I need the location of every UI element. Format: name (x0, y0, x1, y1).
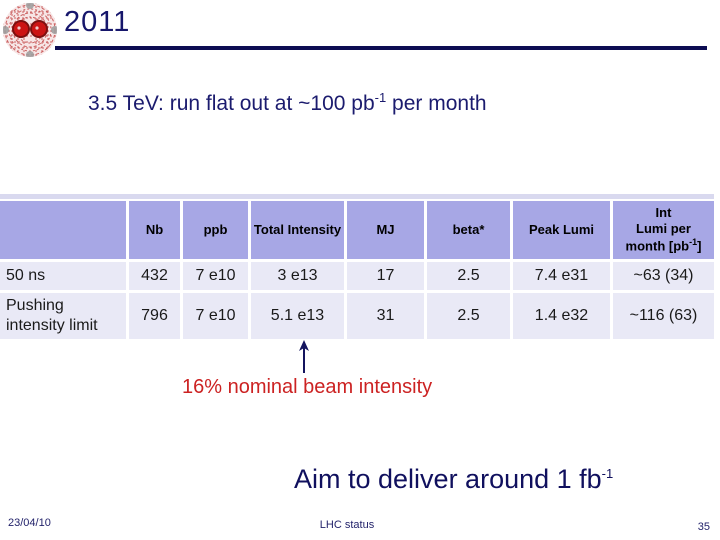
parameters-table: Nb ppb Total Intensity MJ beta* Peak Lum… (0, 194, 714, 339)
table-header-blank (0, 201, 126, 259)
aim-superscript: -1 (601, 466, 614, 481)
table-cell: 796 (129, 293, 180, 339)
row-label-pushing-limit: Pushing intensity limit (0, 293, 126, 339)
table-cell: 7 e10 (183, 262, 248, 290)
subtitle-text: 3.5 TeV: run flat out at ~100 pb (88, 92, 375, 115)
page-title: 2011 (64, 6, 131, 38)
footer-page-number: 35 (697, 521, 710, 533)
up-arrow-icon (299, 340, 309, 373)
table-top-border (0, 194, 714, 199)
table-cell: 5.1 e13 (251, 293, 344, 339)
subtitle-superscript: -1 (374, 90, 387, 105)
footer-date: 23/04/10 (8, 517, 51, 529)
beam-intensity-note: 16% nominal beam intensity (182, 376, 433, 398)
subtitle-text-after: per month (386, 92, 487, 115)
row-label-50ns: 50 ns (0, 262, 126, 290)
table-header-ppb: ppb (183, 201, 248, 259)
footer-title: LHC status (319, 519, 375, 531)
subtitle: 3.5 TeV: run flat out at ~100 pb-1 per m… (88, 90, 487, 116)
lhc-logo-icon (3, 3, 57, 57)
table-cell: 2.5 (427, 293, 510, 339)
table-cell: ~63 (34) (613, 262, 714, 290)
table-cell: 17 (347, 262, 424, 290)
aim-text: Aim to deliver around 1 fb-1 (294, 464, 614, 494)
table-cell: 2.5 (427, 262, 510, 290)
table-cell: 432 (129, 262, 180, 290)
table-cell: 31 (347, 293, 424, 339)
table-header-beta: beta* (427, 201, 510, 259)
table-cell: 7 e10 (183, 293, 248, 339)
table-cell: ~116 (63) (613, 293, 714, 339)
title-underline (55, 46, 707, 50)
table-cell: 3 e13 (251, 262, 344, 290)
table-header-nb: Nb (129, 201, 180, 259)
table-header-mj: MJ (347, 201, 424, 259)
table-header-total-intensity: Total Intensity (251, 201, 344, 259)
table-cell: 1.4 e32 (513, 293, 610, 339)
table-header-int-lumi: Int Lumi per month [pb-1] (613, 201, 714, 259)
table-header-peak-lumi: Peak Lumi (513, 201, 610, 259)
table-cell: 7.4 e31 (513, 262, 610, 290)
